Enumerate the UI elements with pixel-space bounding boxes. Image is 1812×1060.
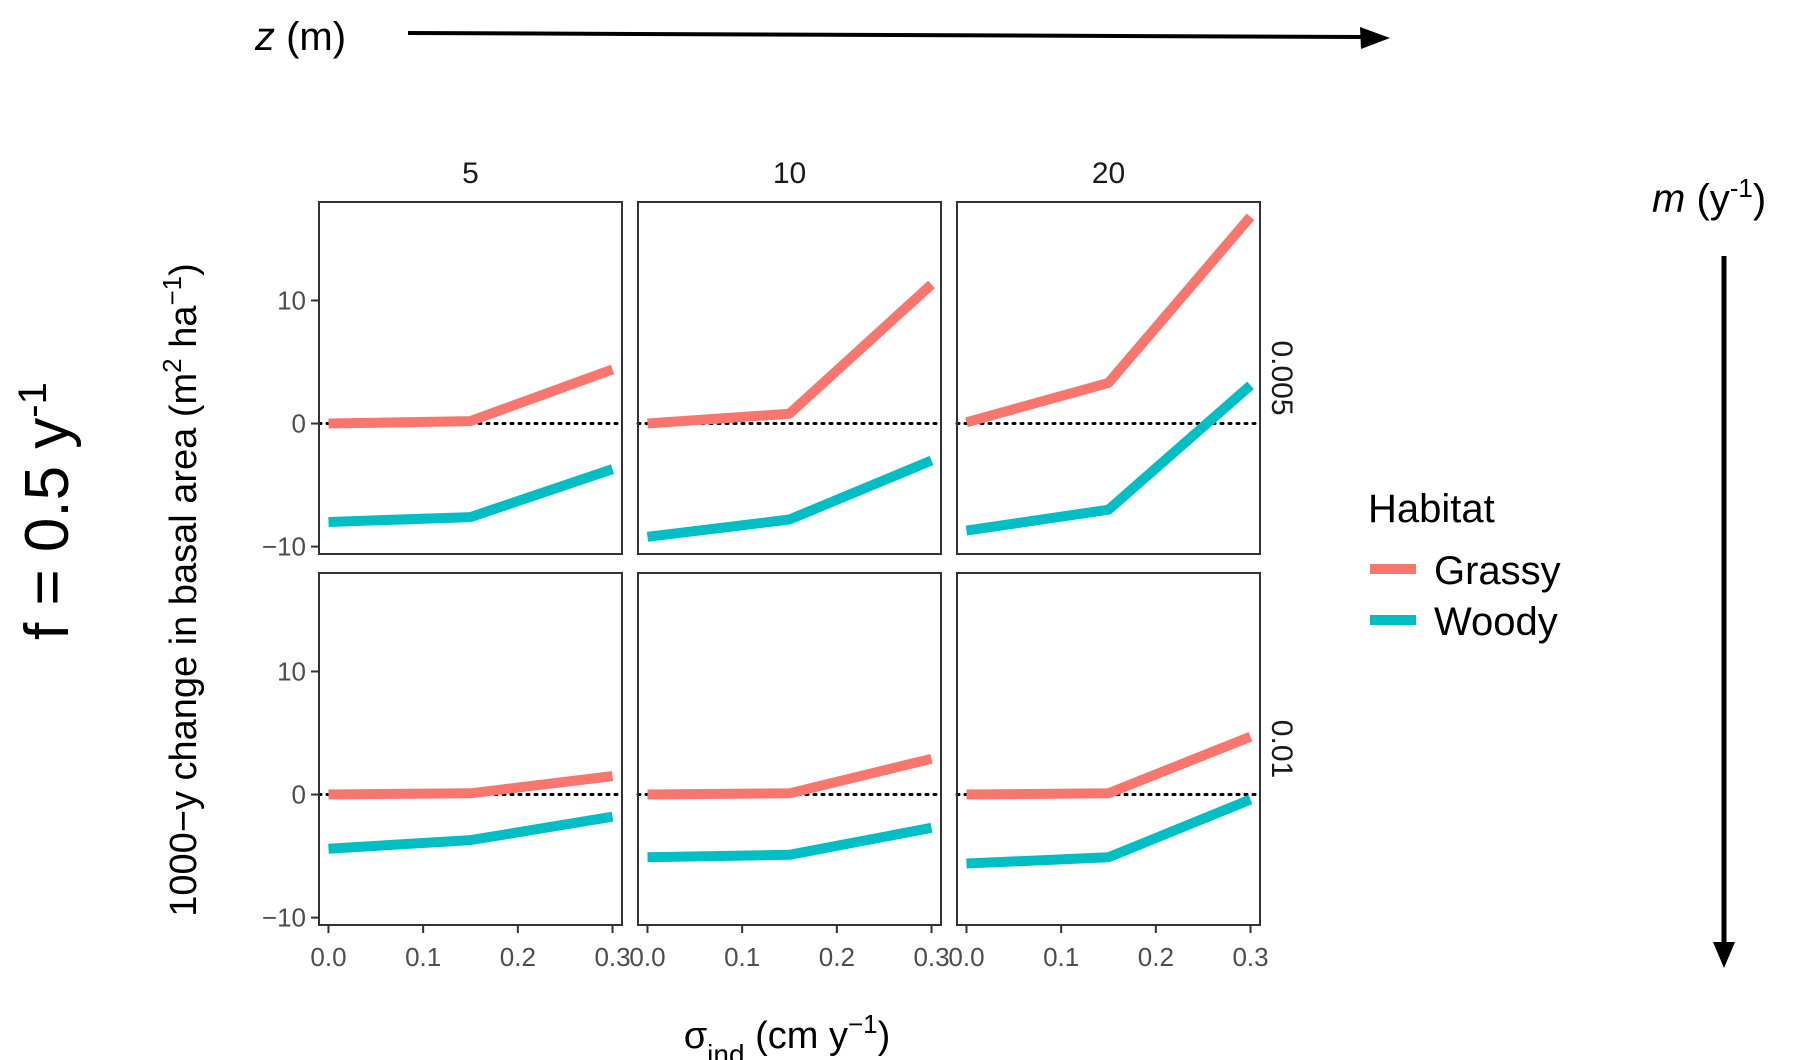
- series-grassy-z20-m0.01: [966, 732, 1253, 800]
- x-tick-label-z10-m0.01-0.1: 0.1: [724, 942, 760, 972]
- y-tick-label-z5-m0.005-10: 10: [277, 285, 306, 315]
- x-tick-label-z5-m0.01-0.2: 0.2: [500, 942, 536, 972]
- x-axis-title: σind (cm y−1): [684, 1009, 891, 1060]
- y-tick-label-z5-m0.01-0: 0: [292, 780, 306, 810]
- f-label: f = 0.5 y-1: [11, 382, 82, 640]
- z-label: z (m): [254, 15, 346, 59]
- legend-title: Habitat: [1368, 487, 1495, 531]
- y-tick-label-z5-m0.005-0: 0: [292, 409, 306, 439]
- series-woody-z20-m0.005: [965, 381, 1254, 536]
- x-tick-label-z5-m0.01-0.3: 0.3: [594, 942, 630, 972]
- series-grassy-z5-m0.005: [328, 364, 615, 429]
- x-tick-label-z10-m0.01-0.3: 0.3: [913, 942, 949, 972]
- series-grassy-z5-m0.01: [328, 771, 614, 800]
- x-tick-label-z10-m0.01-0: 0.0: [629, 942, 665, 972]
- x-tick-label-z20-m0.01-0.1: 0.1: [1043, 942, 1079, 972]
- strip-label-z-20: 20: [1092, 157, 1125, 190]
- panel-border-z10-m0.005: [637, 201, 942, 555]
- m-arrow-head-icon: [1713, 942, 1735, 968]
- strip-label-m-0.01: 0.01: [1265, 720, 1298, 778]
- m-axis-header: m (y-1): [1652, 173, 1766, 968]
- y-axis-title: 1000−y change in basal area (m2 ha−1): [157, 263, 205, 917]
- series-woody-z5-m0.01: [328, 811, 614, 854]
- series-woody-z10-m0.01: [647, 822, 933, 863]
- x-tick-label-z20-m0.01-0: 0.0: [948, 942, 984, 972]
- series-grassy-z10-m0.005: [647, 280, 935, 429]
- y-tick-label-z5-m0.01--10: −10: [262, 903, 306, 933]
- m-label: m (y-1): [1652, 173, 1766, 221]
- x-tick-label-z20-m0.01-0.2: 0.2: [1138, 942, 1174, 972]
- z-arrow-head-icon: [1360, 27, 1390, 49]
- legend: Habitat Grassy Woody: [1368, 487, 1561, 644]
- strip-label-m-0.005: 0.005: [1265, 340, 1298, 415]
- x-tick-label-z5-m0.01-0.1: 0.1: [405, 942, 441, 972]
- strip-label-z-10: 10: [773, 157, 806, 190]
- z-arrow-line: [407, 31, 1363, 39]
- legend-label-woody: Woody: [1434, 600, 1558, 644]
- panel-border-z20-m0.005: [956, 201, 1261, 555]
- x-tick-label-z10-m0.01-0.2: 0.2: [819, 942, 855, 972]
- panel-border-z5-m0.01: [318, 572, 623, 926]
- panel-border-z5-m0.005: [318, 201, 623, 555]
- x-tick-label-z20-m0.01-0.3: 0.3: [1232, 942, 1268, 972]
- series-grassy-z10-m0.01: [647, 753, 933, 800]
- panel-border-z20-m0.01: [956, 572, 1261, 926]
- strip-label-z-5: 5: [462, 157, 479, 190]
- y-tick-label-z5-m0.01-10: 10: [277, 656, 306, 686]
- panel-border-z10-m0.01: [637, 572, 942, 926]
- legend-label-grassy: Grassy: [1434, 549, 1561, 593]
- series-woody-z20-m0.01: [966, 794, 1253, 869]
- z-axis-header: z (m): [254, 15, 1390, 59]
- series-woody-z5-m0.005: [328, 464, 615, 527]
- y-tick-label-z5-m0.005--10: −10: [262, 532, 306, 562]
- x-tick-label-z5-m0.01-0: 0.0: [310, 942, 346, 972]
- series-grassy-z20-m0.005: [965, 213, 1255, 428]
- series-woody-z10-m0.005: [646, 455, 934, 542]
